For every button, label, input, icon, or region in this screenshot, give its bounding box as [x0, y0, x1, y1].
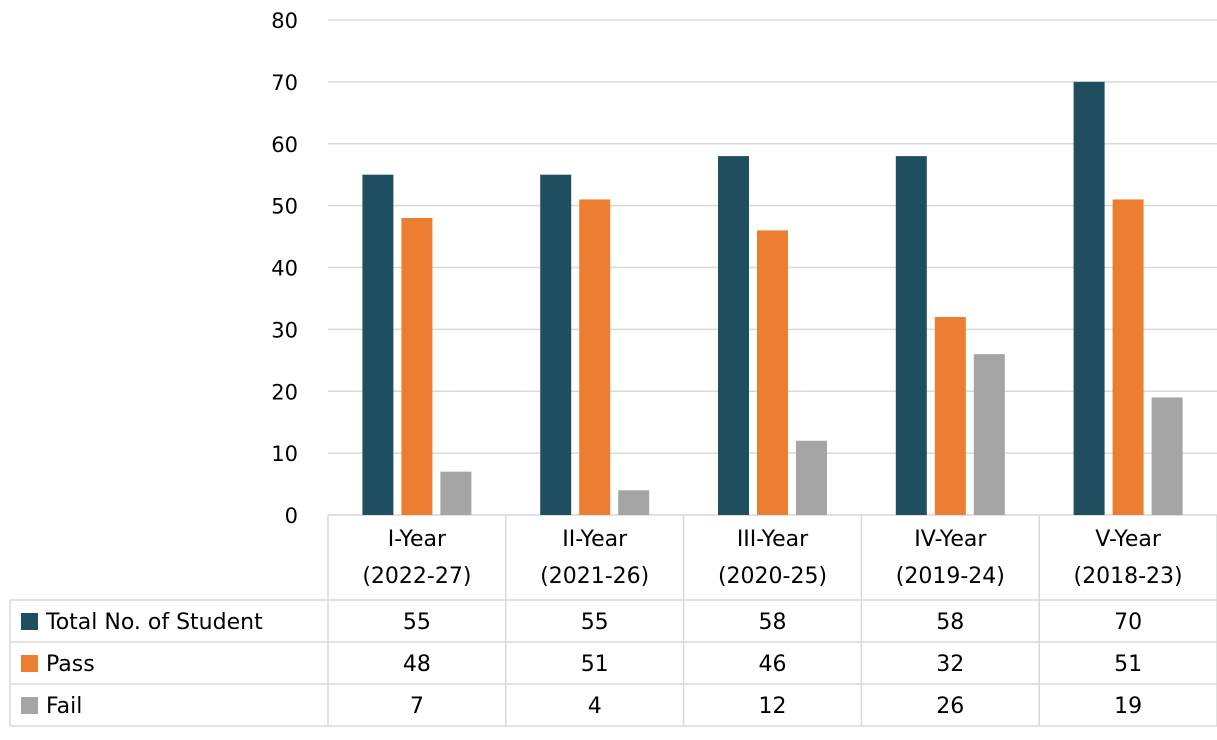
- bar-pass-4: [1112, 199, 1144, 515]
- bar-fail-1: [618, 490, 650, 515]
- table-row-label-0: Total No. of Student: [45, 610, 263, 635]
- x-category-label-0-line-1: (2022-27): [362, 564, 471, 589]
- table-cell-2-0: 7: [410, 694, 424, 719]
- table-cell-0-1: 55: [581, 610, 609, 635]
- table-cell-0-2: 58: [759, 610, 787, 635]
- table-row-label-2: Fail: [46, 694, 82, 719]
- x-category-label-3-line-1: (2019-24): [896, 564, 1005, 589]
- bar-total-no-of-student-0: [362, 174, 394, 515]
- table-cell-0-3: 58: [936, 610, 964, 635]
- x-category-label-3-line-0: IV-Year: [914, 527, 987, 552]
- x-category-label-2-line-0: III-Year: [737, 527, 809, 552]
- legend-key-0: [21, 613, 38, 630]
- bar-fail-3: [973, 354, 1005, 515]
- bar-total-no-of-student-3: [895, 156, 927, 515]
- table-cell-1-4: 51: [1114, 652, 1142, 677]
- table-cell-0-4: 70: [1114, 610, 1142, 635]
- bar-total-no-of-student-2: [718, 156, 749, 515]
- table-cell-0-0: 55: [403, 610, 431, 635]
- y-axis-ticks: 0 10 20 30 40 50 60 70 80: [271, 9, 298, 528]
- x-category-label-4-line-1: (2018-23): [1074, 564, 1183, 589]
- bar-total-no-of-student-1: [540, 174, 572, 515]
- bar-fail-2: [796, 440, 827, 515]
- bar-fail-0: [440, 471, 472, 515]
- table-cell-1-0: 48: [403, 652, 431, 677]
- y-tick-label-40: 40: [271, 257, 298, 281]
- table-cell-2-4: 19: [1114, 694, 1142, 719]
- legend-key-2: [21, 697, 38, 714]
- y-tick-label-30: 30: [271, 318, 298, 342]
- data-table: I-Year (2022-27) II-Year (2021-26) III-Year (…: [9, 515, 1217, 727]
- x-category-label-1-line-0: II-Year: [562, 527, 628, 552]
- y-tick-label-50: 50: [271, 195, 298, 219]
- y-tick-label-0: 0: [285, 504, 298, 528]
- table-cell-1-3: 32: [936, 652, 964, 677]
- table-cell-2-1: 4: [588, 694, 602, 719]
- y-tick-label-60: 60: [271, 133, 298, 157]
- legend-key-1: [21, 655, 38, 672]
- table-cell-2-3: 26: [936, 694, 964, 719]
- y-tick-label-80: 80: [271, 9, 298, 33]
- bar-pass-2: [757, 230, 788, 515]
- y-tick-label-70: 70: [271, 71, 298, 95]
- bar-pass-0: [401, 218, 433, 515]
- x-category-label-4-line-0: V-Year: [1095, 527, 1162, 552]
- table-cell-1-2: 46: [759, 652, 787, 677]
- bar-total-no-of-student-4: [1073, 81, 1105, 515]
- bar-pass-3: [934, 317, 966, 515]
- x-category-label-0-line-0: I-Year: [388, 527, 447, 552]
- bar-fail-4: [1151, 397, 1183, 515]
- bar-pass-1: [579, 199, 611, 515]
- y-tick-label-10: 10: [271, 442, 298, 466]
- bars: [362, 81, 1183, 515]
- x-category-label-2-line-1: (2020-25): [718, 564, 827, 589]
- table-cell-2-2: 12: [759, 694, 787, 719]
- y-tick-label-20: 20: [271, 380, 298, 404]
- table-row-label-1: Pass: [46, 652, 95, 677]
- table-cell-1-1: 51: [581, 652, 609, 677]
- x-category-label-1-line-1: (2021-26): [540, 564, 649, 589]
